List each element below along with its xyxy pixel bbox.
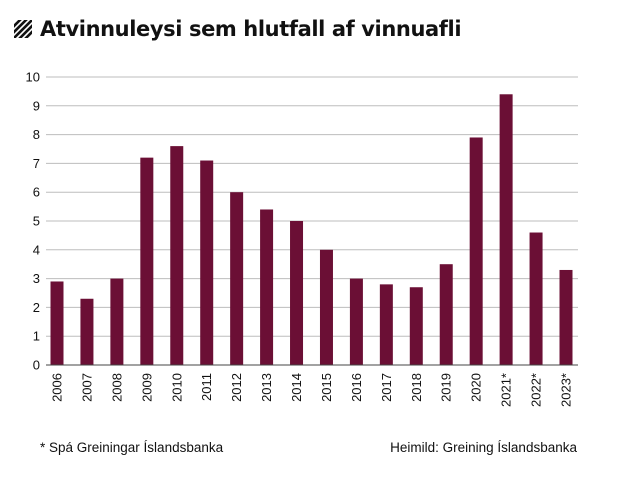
x-tick-label: 2009 [139,373,154,402]
bar [260,209,274,365]
bar [230,192,244,365]
chart-title-area: Atvinnuleysi sem hlutfall af vinnuafli [14,14,462,44]
y-tick-label: 3 [33,271,40,286]
bar [110,278,124,365]
x-tick-label: 2007 [79,373,94,402]
hatch-stripes-icon [14,20,32,38]
bar [140,157,154,365]
x-tick-label: 2010 [169,373,184,402]
x-tick-label: 2019 [439,373,454,402]
bar [170,146,184,365]
y-tick-label: 1 [33,329,40,344]
x-tick-label: 2013 [259,373,274,402]
y-tick-label: 7 [33,156,40,171]
bar [559,269,573,365]
chart-title: Atvinnuleysi sem hlutfall af vinnuafli [40,17,462,41]
bar [50,281,64,365]
source-footnote: Heimild: Greining Íslandsbanka [390,440,577,455]
bar [499,94,513,365]
bar [319,249,333,365]
x-tick-label: 2015 [319,373,334,402]
bar [409,287,423,365]
bar [200,160,214,365]
x-tick-label: 2023* [559,373,574,407]
x-tick-label: 2014 [289,373,304,402]
x-tick-label: 2021* [499,373,514,407]
y-tick-label: 8 [33,127,40,142]
x-tick-label: 2006 [50,373,65,402]
bar [469,137,483,365]
forecast-footnote: * Spá Greiningar Íslandsbanka [40,440,224,455]
x-tick-label: 2018 [409,373,424,402]
y-tick-label: 0 [33,358,40,373]
x-tick-label: 2012 [229,373,244,402]
y-tick-label: 9 [33,98,40,113]
bar [439,264,453,365]
y-tick-label: 2 [33,300,40,315]
y-tick-label: 4 [33,242,40,257]
x-tick-label: 2016 [349,373,364,402]
bar [80,298,94,365]
y-tick-label: 5 [33,214,40,229]
y-tick-label: 10 [26,70,40,85]
x-tick-label: 2008 [109,373,124,402]
x-tick-label: 2017 [379,373,394,402]
bar [290,221,304,365]
bar [349,278,363,365]
bar [379,284,393,365]
x-tick-label: 2011 [199,373,214,401]
x-tick-label: 2020 [469,373,484,402]
bar [529,232,543,365]
x-tick-label: 2022* [529,373,544,407]
y-tick-label: 6 [33,185,40,200]
